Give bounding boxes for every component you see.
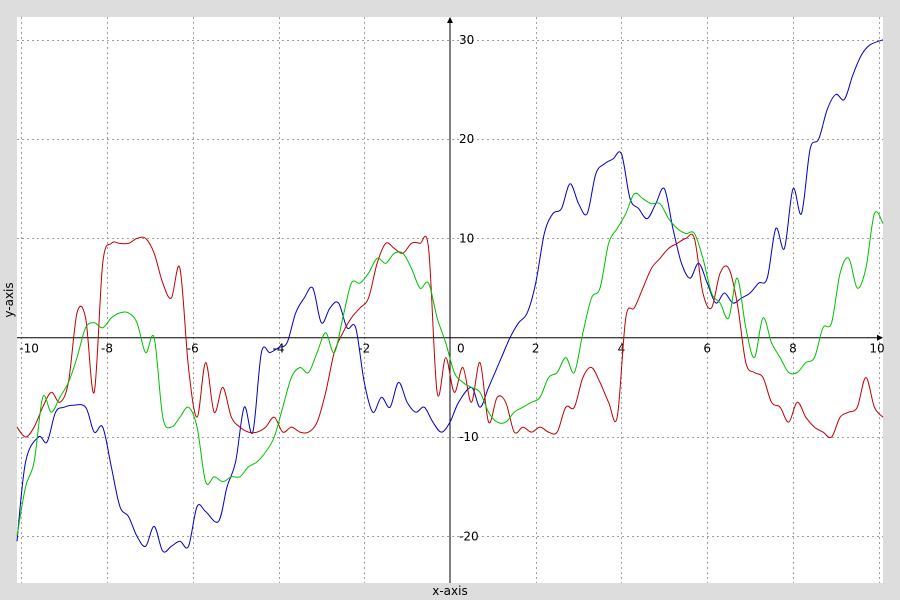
x-tick-label: 10 bbox=[869, 342, 884, 356]
series-line-3 bbox=[16, 192, 884, 537]
y-tick-label: 20 bbox=[459, 132, 474, 146]
series-line-1 bbox=[16, 39, 884, 553]
y-tick-label: -20 bbox=[459, 529, 479, 543]
y-tick-label: -10 bbox=[459, 430, 479, 444]
x-tick-label: 8 bbox=[789, 342, 797, 356]
x-tick-label: 4 bbox=[618, 342, 626, 356]
x-tick-label: -2 bbox=[358, 342, 370, 356]
y-axis-title: y-axis bbox=[2, 282, 16, 317]
x-tick-label: 6 bbox=[703, 342, 711, 356]
x-tick-label: 0 bbox=[457, 342, 465, 356]
y-tick-label: 10 bbox=[459, 231, 474, 245]
y-axis-arrow bbox=[447, 17, 453, 23]
y-tick-label: 30 bbox=[459, 33, 474, 47]
x-tick-label: -6 bbox=[187, 342, 199, 356]
x-tick-label: 2 bbox=[532, 342, 540, 356]
x-tick-label: -4 bbox=[273, 342, 285, 356]
series-line-2 bbox=[16, 233, 884, 439]
x-tick-label: -10 bbox=[19, 342, 39, 356]
axes bbox=[17, 17, 883, 583]
x-axis-arrow bbox=[877, 334, 883, 341]
x-tick-label: -8 bbox=[101, 342, 113, 356]
series-lines bbox=[16, 39, 884, 553]
x-axis-title: x-axis bbox=[432, 584, 467, 598]
